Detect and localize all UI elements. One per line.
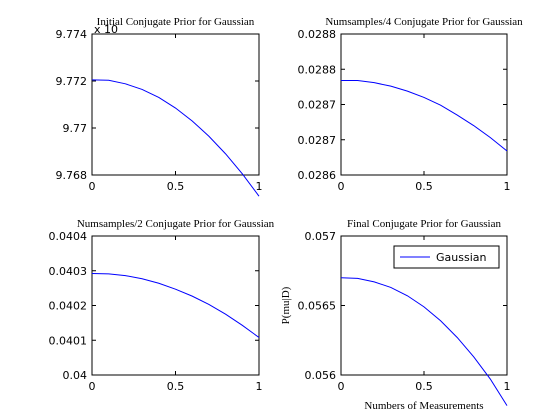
chart-title: Numsamples/2 Conjugate Prior for Gaussia…: [77, 218, 275, 230]
x-tick-label: 0: [338, 180, 345, 193]
x-tick-label: 1: [256, 380, 263, 393]
y-tick-label: 9.77: [63, 122, 88, 135]
x-tick-label: 1: [504, 180, 511, 193]
y-tick-label: 0.056: [305, 369, 337, 382]
y-tick-label: 0.0288: [298, 63, 337, 76]
y-tick-label: 0.0401: [49, 334, 88, 347]
x-tick-label: 0.5: [415, 180, 433, 193]
x-tick-label: 0: [89, 380, 96, 393]
legend: Gaussian: [393, 245, 500, 269]
chart-panel-4: 0 0.5 1 0.056 0.0565 0.057 Final Conjugate Pri…: [280, 218, 511, 412]
y-exponent-label: x 10: [94, 23, 118, 36]
x-tick-label: 1: [256, 180, 263, 193]
chart-title: Final Conjugate Prior for Gaussian: [347, 218, 501, 230]
y-axis-label: P(mu|D): [280, 286, 292, 324]
series-line-1: [341, 80, 508, 152]
series-line-1: [340, 277, 508, 406]
axes-box: [340, 33, 508, 176]
legend-entry-label: Gaussian: [436, 251, 486, 264]
chart-title: Numsamples/4 Conjugate Prior for Gaussia…: [325, 16, 523, 28]
y-tick-label: 0.0402: [49, 300, 88, 313]
y-tick-label: 0.0403: [49, 265, 88, 278]
chart-title: Initial Conjugate Prior for Gaussian: [97, 16, 255, 28]
y-tick-label: 9.772: [56, 75, 88, 88]
axes-box: [91, 235, 260, 376]
chart-panel-2: 0 0.5 10.02860.02870.02870.02880.0288Numsa…: [298, 16, 524, 193]
legend-box: [393, 245, 500, 269]
y-tick-label: 0.0286: [298, 169, 337, 182]
chart-panel-3: 0 0.5 1 0.04 0.0401 0.0402 0.0403 0.0404Numsamp…: [49, 218, 275, 393]
y-tick-label: 0.0287: [298, 134, 337, 147]
x-tick-label: 1: [504, 380, 511, 393]
y-tick-label: 0.0404: [49, 230, 88, 243]
axes-box: [91, 33, 260, 176]
y-tick-label: 0.0288: [298, 28, 337, 41]
y-tick-label: 0.0565: [298, 300, 337, 313]
x-tick-label: 0.5: [415, 380, 433, 393]
series-line-1: [91, 79, 260, 197]
x-tick-label: 0.5: [167, 180, 185, 193]
x-tick-label: 0: [89, 180, 96, 193]
y-tick-label: 0.0287: [298, 99, 337, 112]
series-line-1: [91, 273, 260, 338]
x-tick-label: 0.5: [167, 380, 185, 393]
y-tick-label: 9.774: [56, 28, 88, 41]
y-tick-label: 0.057: [305, 230, 337, 243]
x-tick-label: 0: [338, 380, 345, 393]
y-tick-label: 9.768: [56, 169, 88, 182]
x-axis-label: Numbers of Measurements: [364, 400, 483, 412]
y-tick-label: 0.04: [63, 369, 88, 382]
